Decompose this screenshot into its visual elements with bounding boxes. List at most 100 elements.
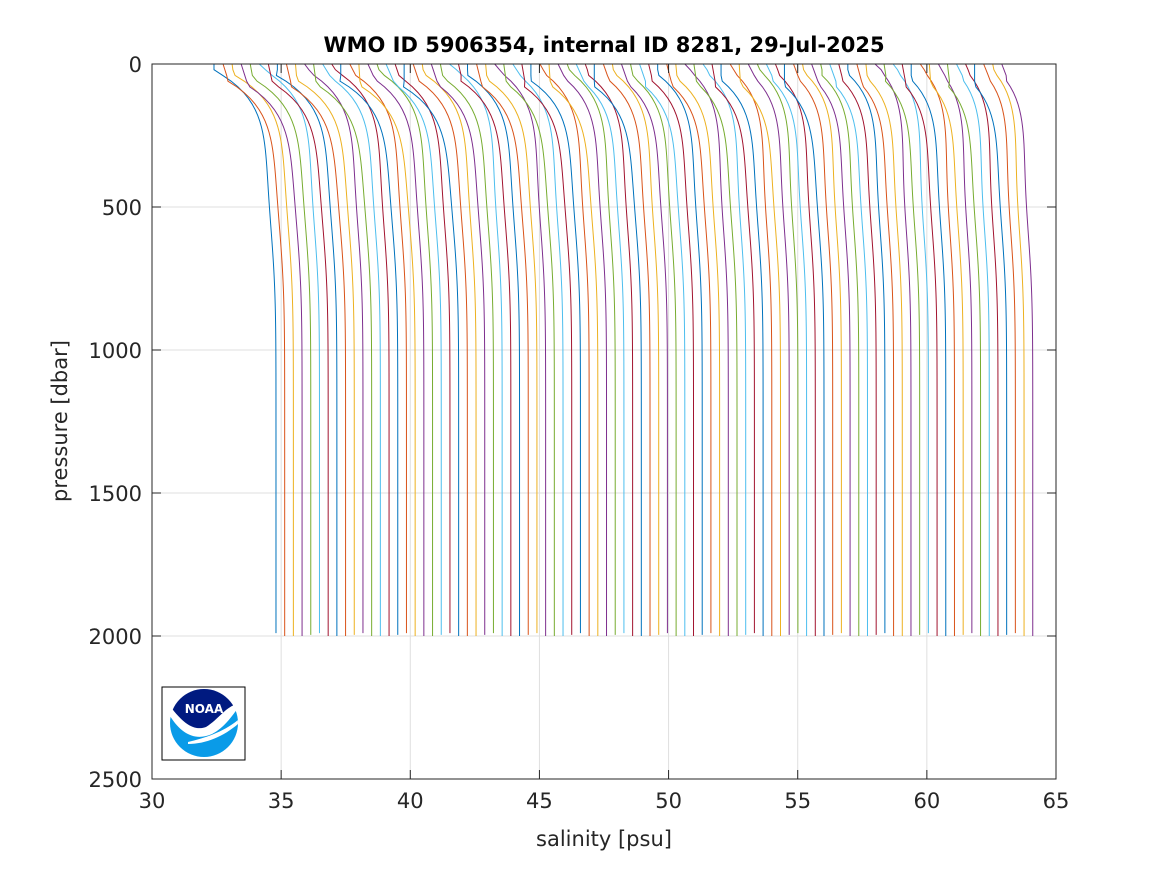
salinity-profile-line (394, 63, 451, 634)
salinity-profile-line (385, 63, 442, 635)
y-tick-label: 2000 (89, 625, 142, 649)
salinity-profile-line (539, 63, 590, 636)
x-tick-label: 30 (139, 789, 166, 813)
salinity-profile-line (811, 63, 851, 636)
salinity-profile-line (611, 63, 660, 635)
salinity-profile-line (331, 63, 390, 636)
salinity-profile-line (557, 63, 608, 636)
salinity-profile-line (494, 63, 547, 636)
x-tick-label: 60 (913, 789, 940, 813)
salinity-profile-line (449, 63, 503, 636)
salinity-profile-line (521, 63, 573, 635)
salinity-profile-line (684, 63, 729, 636)
salinity-profile-line (593, 64, 642, 636)
y-tick-label: 1000 (89, 339, 142, 363)
salinity-profile-line (648, 63, 695, 636)
x-tick-label: 50 (655, 789, 682, 813)
salinity-profile-line (956, 63, 990, 636)
salinity-profile-line (267, 63, 329, 636)
salinity-profile-line (738, 63, 781, 636)
salinity-profile-line (965, 63, 999, 636)
salinity-profile-line (711, 63, 755, 634)
salinity-profile-line (439, 63, 494, 634)
salinity-profile-line (412, 63, 468, 636)
salinity-profile-line (358, 63, 416, 636)
salinity-profile-line (802, 63, 842, 634)
y-tick-label: 1500 (89, 482, 142, 506)
salinity-profile-line (584, 63, 634, 636)
salinity-profile-line (946, 63, 982, 636)
salinity-profile-line (222, 63, 286, 636)
salinity-profile-line (910, 64, 947, 636)
salinity-profile-line (974, 64, 1008, 635)
axis-ticks (151, 63, 1057, 780)
salinity-profile-line (693, 63, 738, 636)
chart-title: WMO ID 5906354, internal ID 8281, 29-Jul… (323, 33, 884, 57)
salinity-profile-line (575, 63, 625, 634)
salinity-profile-line (756, 63, 799, 634)
salinity-profile-line (457, 63, 512, 636)
salinity-profile-line (747, 63, 790, 635)
y-tick-label: 2500 (89, 768, 142, 792)
salinity-profile-line (774, 63, 816, 636)
salinity-profile-line (937, 63, 973, 634)
noaa-logo-swoosh (188, 720, 238, 744)
salinity-profile-line (901, 63, 938, 636)
salinity-profile-line (783, 64, 825, 636)
salinity-profile-line (892, 63, 929, 634)
salinity-profile-line (702, 63, 747, 635)
salinity-profile-line (820, 63, 860, 636)
salinity-profile-line (485, 63, 538, 634)
salinity-profile-line (512, 63, 564, 636)
salinity-profile-line (304, 63, 364, 634)
salinity-profile-line (602, 63, 651, 636)
salinity-profile-line (666, 63, 712, 634)
profile-series-group (213, 63, 1034, 636)
salinity-profile-line (983, 63, 1016, 634)
salinity-profile-line (240, 63, 303, 636)
salinity-profile-line (349, 63, 407, 634)
tick-labels: 30 35 40 45 50 55 60 65 0 500 1000 1500 2000 2500 (89, 53, 1070, 813)
salinity-profile-line (675, 63, 721, 636)
salinity-profile-line (376, 63, 434, 636)
salinity-profile-line (430, 63, 486, 635)
salinity-profile-line (847, 64, 886, 634)
salinity-profile-line (503, 63, 555, 636)
salinity-profile-line (793, 63, 834, 635)
salinity-profile-line (928, 63, 964, 635)
salinity-profile-line (1001, 63, 1034, 636)
salinity-profile-line (883, 63, 921, 635)
noaa-logo: NOAA (161, 686, 246, 761)
salinity-profile-line (322, 63, 381, 636)
salinity-profile-line (530, 64, 581, 634)
salinity-profile-line (367, 63, 425, 636)
salinity-profile-line (765, 63, 808, 636)
salinity-profile-line (865, 63, 903, 636)
salinity-profile-line (720, 64, 764, 636)
salinity-profile-line (620, 63, 668, 634)
salinity-profile-line (421, 63, 477, 636)
x-tick-label: 40 (397, 789, 424, 813)
salinity-profile-line (639, 63, 686, 636)
salinity-profile-line (829, 63, 868, 636)
salinity-profile-line (919, 63, 955, 636)
salinity-profile-line (838, 63, 877, 635)
salinity-profile-line (313, 63, 373, 636)
salinity-profile-line (630, 63, 677, 636)
x-tick-label: 65 (1043, 789, 1070, 813)
salinity-profile-line (294, 63, 355, 635)
salinity-profile-line (476, 63, 529, 635)
y-tick-label: 500 (102, 196, 142, 220)
salinity-profile-line (548, 63, 599, 636)
x-tick-label: 55 (784, 789, 811, 813)
x-tick-label: 45 (526, 789, 553, 813)
salinity-profile-line (856, 63, 895, 636)
y-axis-label: pressure [dbar] (48, 340, 72, 502)
salinity-profile-line (874, 63, 912, 636)
x-axis-label: salinity [psu] (536, 827, 672, 851)
plot-border (151, 63, 1057, 780)
salinity-profile-line (249, 63, 312, 635)
salinity-profile-line (258, 63, 320, 634)
salinity-profile-line (213, 64, 277, 634)
